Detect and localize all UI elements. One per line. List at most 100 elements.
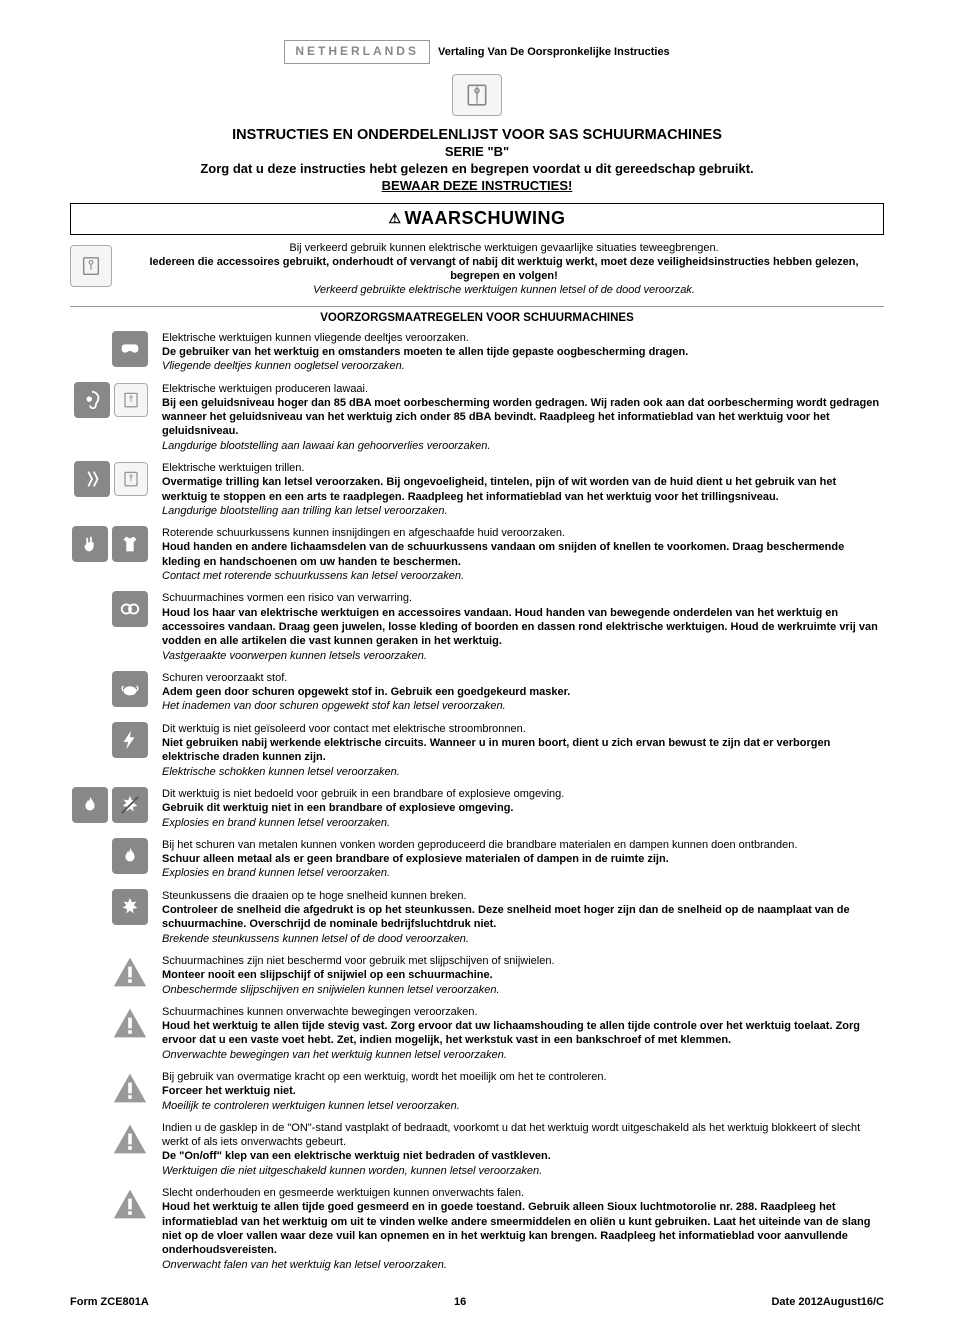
precaution-hazard: Elektrische werktuigen produceren lawaai…: [162, 382, 884, 396]
ear-icon: [74, 382, 110, 418]
precaution-hazard: Roterende schuurkussens kunnen insnijdin…: [162, 526, 884, 540]
precaution-instruction: Gebruik dit werktuig niet in een brandba…: [162, 801, 884, 815]
precaution-instruction: Controleer de snelheid die afgedrukt is …: [162, 903, 884, 932]
intro-text: Bij verkeerd gebruik kunnen elektrische …: [124, 241, 884, 298]
warn-icon: [112, 1005, 148, 1041]
manual-icon: [452, 74, 502, 116]
precaution-hazard: Dit werktuig is niet bedoeld voor gebrui…: [162, 787, 884, 801]
warning-bar: ⚠WAARSCHUWING: [70, 203, 884, 234]
precaution-consequence: Vastgeraakte voorwerpen kunnen letsels v…: [162, 649, 884, 663]
precaution-text: Dit werktuig is niet geïsoleerd voor con…: [162, 722, 884, 779]
precaution-hazard: Schuurmachines zijn niet beschermd voor …: [162, 954, 884, 968]
icon-column: [70, 1121, 148, 1157]
precaution-row: Slecht onderhouden en gesmeerde werktuig…: [70, 1183, 884, 1277]
precaution-text: Elektrische werktuigen produceren lawaai…: [162, 382, 884, 453]
icon-column: [70, 591, 148, 627]
warn-icon: [112, 1070, 148, 1106]
precaution-hazard: Schuurmachines vormen een risico van ver…: [162, 591, 884, 605]
section-heading: VOORZORGSMAATREGELEN VOOR SCHUURMACHINES: [70, 307, 884, 328]
precaution-row: Bij het schuren van metalen kunnen vonke…: [70, 835, 884, 886]
precaution-hazard: Schuren veroorzaakt stof.: [162, 671, 884, 685]
precaution-consequence: Onverwacht falen van het werktuig kan le…: [162, 1258, 884, 1272]
precaution-row: Dit werktuig is niet bedoeld voor gebrui…: [70, 784, 884, 835]
precaution-text: Schuurmachines vormen een risico van ver…: [162, 591, 884, 662]
title-main: INSTRUCTIES EN ONDERDELENLIJST VOOR SAS …: [70, 126, 884, 145]
icon-column: [70, 1186, 148, 1222]
precaution-row: Bij gebruik van overmatige kracht op een…: [70, 1067, 884, 1118]
precaution-row: Indien u de gasklep in de "ON"-stand vas…: [70, 1118, 884, 1183]
precaution-consequence: Moeilijk te controleren werktuigen kunne…: [162, 1099, 884, 1113]
precaution-row: Schuurmachines vormen een risico van ver…: [70, 588, 884, 667]
country-row: NETHERLANDS Vertaling Van De Oorspronkel…: [70, 40, 884, 64]
precaution-hazard: Bij het schuren van metalen kunnen vonke…: [162, 838, 884, 852]
precaution-row: Schuurmachines kunnen onverwachte bewegi…: [70, 1002, 884, 1067]
footer-date: Date 2012August16/C: [771, 1295, 884, 1309]
precaution-consequence: Contact met roterende schuurkussens kan …: [162, 569, 884, 583]
precaution-consequence: Langdurige blootstelling aan trilling ka…: [162, 504, 884, 518]
precaution-hazard: Indien u de gasklep in de "ON"-stand vas…: [162, 1121, 884, 1150]
precaution-consequence: Het inademen van door schuren opgewekt s…: [162, 699, 884, 713]
warning-text: WAARSCHUWING: [405, 208, 566, 228]
book-icon: [114, 462, 148, 496]
precaution-text: Roterende schuurkussens kunnen insnijdin…: [162, 526, 884, 583]
title-series: SERIE "B": [70, 144, 884, 161]
footer-form: Form ZCE801A: [70, 1295, 149, 1309]
flame2-icon: [112, 838, 148, 874]
icon-column: [70, 671, 148, 707]
icon-column: [70, 1005, 148, 1041]
precaution-instruction: Adem geen door schuren opgewekt stof in.…: [162, 685, 884, 699]
title-read: Zorg dat u deze instructies hebt gelezen…: [70, 161, 884, 178]
intro-line1: Bij verkeerd gebruik kunnen elektrische …: [124, 241, 884, 255]
icon-column: [70, 787, 148, 823]
precaution-instruction: Houd los haar van elektrische werktuigen…: [162, 606, 884, 649]
precaution-consequence: Explosies en brand kunnen letsel veroorz…: [162, 866, 884, 880]
icon-column: [70, 1070, 148, 1106]
precaution-consequence: Explosies en brand kunnen letsel veroorz…: [162, 816, 884, 830]
warn-icon: [112, 1186, 148, 1222]
precaution-instruction: Houd handen en andere lichaamsdelen van …: [162, 540, 884, 569]
precaution-text: Schuurmachines kunnen onverwachte bewegi…: [162, 1005, 884, 1062]
precaution-row: Dit werktuig is niet geïsoleerd voor con…: [70, 719, 884, 784]
mask-icon: [112, 671, 148, 707]
icon-column: [70, 382, 148, 418]
intro-block: Bij verkeerd gebruik kunnen elektrische …: [70, 235, 884, 307]
precaution-row: Elektrische werktuigen produceren lawaai…: [70, 379, 884, 458]
precaution-hazard: Elektrische werktuigen trillen.: [162, 461, 884, 475]
precaution-consequence: Langdurige blootstelling aan lawaai kan …: [162, 439, 884, 453]
translation-note: Vertaling Van De Oorspronkelijke Instruc…: [438, 45, 670, 59]
precaution-text: Slecht onderhouden en gesmeerde werktuig…: [162, 1186, 884, 1272]
precaution-consequence: Werktuigen die niet uitgeschakeld kunnen…: [162, 1164, 884, 1178]
icon-column: [70, 889, 148, 925]
precaution-row: Elektrische werktuigen trillen.Overmatig…: [70, 458, 884, 523]
precaution-consequence: Elektrische schokken kunnen letsel veroo…: [162, 765, 884, 779]
icon-column: [70, 526, 148, 562]
country-label: NETHERLANDS: [284, 40, 430, 64]
precaution-hazard: Dit werktuig is niet geïsoleerd voor con…: [162, 722, 884, 736]
precaution-text: Bij gebruik van overmatige kracht op een…: [162, 1070, 884, 1113]
precaution-row: Schuurmachines zijn niet beschermd voor …: [70, 951, 884, 1002]
precaution-instruction: Houd het werktuig te allen tijde stevig …: [162, 1019, 884, 1048]
precaution-consequence: Vliegende deeltjes kunnen oogletsel vero…: [162, 359, 884, 373]
goggles-icon: [112, 331, 148, 367]
precaution-hazard: Slecht onderhouden en gesmeerde werktuig…: [162, 1186, 884, 1200]
book-icon: [114, 383, 148, 417]
precaution-row: Elektrische werktuigen kunnen vliegende …: [70, 328, 884, 379]
precaution-consequence: Brekende steunkussens kunnen letsel of d…: [162, 932, 884, 946]
precaution-text: Indien u de gasklep in de "ON"-stand vas…: [162, 1121, 884, 1178]
vibration-icon: [74, 461, 110, 497]
icon-column: [70, 838, 148, 874]
break-icon: [112, 889, 148, 925]
precaution-text: Elektrische werktuigen trillen.Overmatig…: [162, 461, 884, 518]
entangle-icon: [112, 591, 148, 627]
precaution-consequence: Onbeschermde slijpschijven en snijwielen…: [162, 983, 884, 997]
precaution-instruction: Forceer het werktuig niet.: [162, 1084, 884, 1098]
flame-icon: [72, 787, 108, 823]
precaution-instruction: Niet gebruiken nabij werkende elektrisch…: [162, 736, 884, 765]
noexplosion-icon: [112, 787, 148, 823]
precaution-hazard: Elektrische werktuigen kunnen vliegende …: [162, 331, 884, 345]
warning-triangle-icon: ⚠: [388, 210, 401, 226]
precaution-consequence: Onverwachte bewegingen van het werktuig …: [162, 1048, 884, 1062]
icon-column: [70, 331, 148, 367]
document-header: NETHERLANDS Vertaling Van De Oorspronkel…: [70, 40, 884, 195]
precaution-row: Steunkussens die draaien op te hoge snel…: [70, 886, 884, 951]
